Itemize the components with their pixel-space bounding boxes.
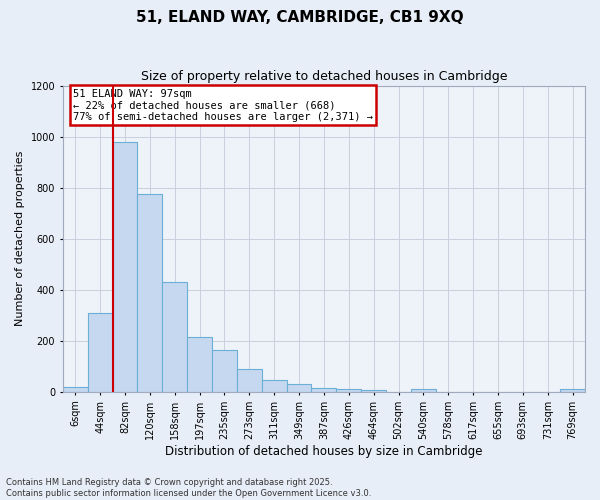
Bar [63,387,88,392]
Bar [361,390,386,392]
Bar [311,388,337,392]
Bar [237,369,262,392]
Text: 51, ELAND WAY, CAMBRIDGE, CB1 9XQ: 51, ELAND WAY, CAMBRIDGE, CB1 9XQ [136,10,464,25]
Bar [262,380,287,392]
Bar [113,142,137,392]
Bar [162,282,187,392]
Bar [187,337,212,392]
Y-axis label: Number of detached properties: Number of detached properties [15,151,25,326]
Title: Size of property relative to detached houses in Cambridge: Size of property relative to detached ho… [140,70,507,83]
Bar [137,194,162,392]
Text: 51 ELAND WAY: 97sqm
← 22% of detached houses are smaller (668)
77% of semi-detac: 51 ELAND WAY: 97sqm ← 22% of detached ho… [73,88,373,122]
Bar [411,390,436,392]
Text: Contains HM Land Registry data © Crown copyright and database right 2025.
Contai: Contains HM Land Registry data © Crown c… [6,478,371,498]
Bar [88,313,113,392]
X-axis label: Distribution of detached houses by size in Cambridge: Distribution of detached houses by size … [165,444,482,458]
Bar [560,390,585,392]
Bar [287,384,311,392]
Bar [212,350,237,392]
Bar [337,390,361,392]
